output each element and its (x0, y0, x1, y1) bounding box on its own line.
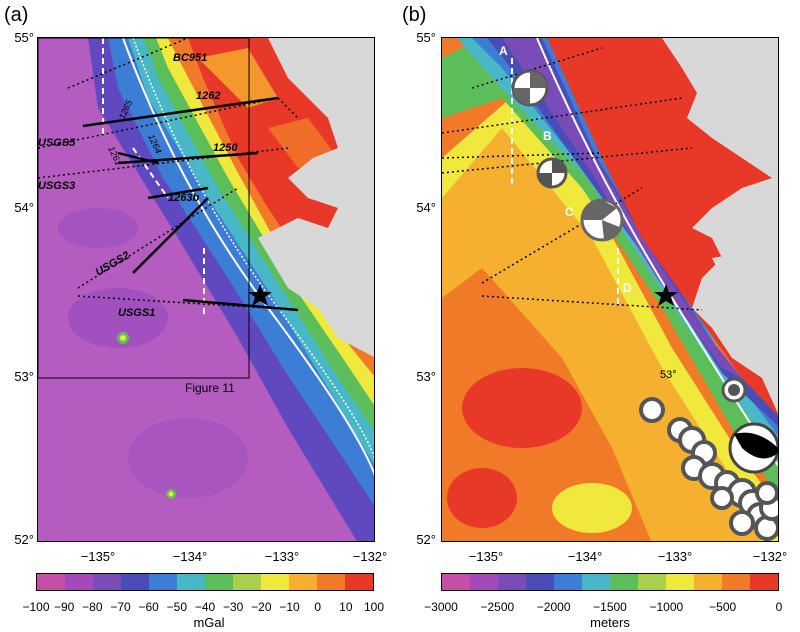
inset-label: Figure 11 (185, 381, 235, 395)
profile-label: USGS3 (38, 180, 75, 192)
profile-label: BC951 (173, 52, 207, 64)
lon-label: −135° (468, 549, 504, 564)
colorbar-swatch (177, 574, 205, 590)
colorbar-swatch (470, 574, 498, 590)
colorbar-tick-label: −60 (138, 600, 159, 614)
gravity-map-svg: BC951 1262 1265 1264 USGS5 1250 1261 USG… (38, 38, 374, 541)
colorbar-tick-label: −90 (53, 600, 75, 614)
profile-label: USGS1 (118, 307, 155, 319)
point-label: C (565, 205, 574, 219)
colorbar-tick-label: 10 (339, 600, 353, 614)
bathymetry-map: A B C D 53° (441, 37, 779, 542)
colorbar-swatch (610, 574, 638, 590)
colorbar-swatch (666, 574, 694, 590)
profile-label: 1250 (213, 142, 238, 154)
colorbar-tick-label: −100 (22, 600, 50, 614)
bathymetry-colorbar-unit: meters (590, 615, 630, 630)
profile-label: 1263b (168, 192, 199, 204)
colorbar-swatch (442, 574, 470, 590)
colorbar-swatch (526, 574, 554, 590)
colorbar-swatch (694, 574, 722, 590)
colorbar-swatch (582, 574, 610, 590)
lat-label: 55° (14, 30, 34, 45)
colorbar-swatch (233, 574, 261, 590)
colorbar-tick-label: −2000 (536, 600, 571, 614)
point-label: B (543, 129, 552, 143)
lat-label: 52° (14, 532, 34, 547)
point-label: D (623, 281, 632, 295)
lon-label: −135° (80, 549, 116, 564)
focal-mechanism (580, 198, 624, 242)
point-label: A (499, 44, 508, 58)
gravity-colorbar (36, 573, 374, 591)
bathymetry-colorbar (441, 573, 779, 591)
panel-a-letter: (a) (4, 4, 29, 26)
focal-mechanism (536, 157, 568, 189)
colorbar-tick-label: −40 (194, 600, 216, 614)
colorbar-swatch (554, 574, 582, 590)
colorbar-tick-label: −2500 (480, 600, 515, 614)
colorbar-swatch (345, 574, 373, 590)
colorbar-tick-label: −70 (110, 600, 131, 614)
lat-label: 54° (416, 200, 436, 215)
colorbar-tick-label: −1500 (593, 600, 627, 614)
focal-mechanism (721, 377, 747, 403)
lon-label: −132° (352, 549, 388, 564)
lon-label: −133° (264, 549, 300, 564)
colorbar-tick-label: −50 (166, 600, 187, 614)
colorbar-swatch (121, 574, 149, 590)
colorbar-swatch (37, 574, 65, 590)
colorbar-swatch (261, 574, 289, 590)
colorbar-swatch (722, 574, 750, 590)
colorbar-tick-label: 0 (314, 600, 321, 614)
colorbar-tick-label: −20 (251, 600, 272, 614)
profile-label: USGS5 (38, 137, 76, 149)
colorbar-tick-label: −30 (222, 600, 244, 614)
profile-label: 1262 (196, 90, 220, 102)
gravity-colorbar-unit: mGal (193, 615, 225, 630)
lat-label: 53° (14, 369, 34, 384)
colorbar-swatch (93, 574, 121, 590)
colorbar-tick-label: −80 (82, 600, 103, 614)
colorbar-tick-label: −3000 (424, 600, 458, 614)
focal-mechanism-cluster (639, 397, 778, 541)
colorbar-swatch (317, 574, 345, 590)
bathymetry-map-svg: A B C D 53° (442, 38, 778, 541)
panel-b-letter: (b) (402, 4, 427, 26)
colorbar-swatch (149, 574, 177, 590)
colorbar-tick-label: −1000 (649, 600, 684, 614)
colorbar-swatch (498, 574, 526, 590)
lon-label: −133° (657, 549, 693, 564)
colorbar-swatch (205, 574, 233, 590)
colorbar-tick-label: −500 (709, 600, 737, 614)
lon-label: −132° (752, 549, 788, 564)
colorbar-swatch (289, 574, 317, 590)
lat-label: 53° (416, 369, 436, 384)
colorbar-swatch (638, 574, 666, 590)
colorbar-tick-label: −10 (279, 600, 300, 614)
colorbar-tick-label: 0 (775, 600, 783, 614)
focal-mechanism (728, 422, 778, 474)
lat-label: 52° (416, 532, 436, 547)
colorbar-swatch (65, 574, 93, 590)
lon-label: −134° (172, 549, 208, 564)
colorbar-tick-label: 100 (363, 600, 385, 614)
lat-label: 54° (14, 200, 34, 215)
inner-lat-label: 53° (660, 369, 677, 381)
focal-mechanism (511, 69, 549, 107)
gravity-map: BC951 1262 1265 1264 USGS5 1250 1261 USG… (37, 37, 375, 542)
lon-label: −134° (567, 549, 603, 564)
lat-label: 55° (416, 30, 436, 45)
colorbar-swatch (750, 574, 778, 590)
